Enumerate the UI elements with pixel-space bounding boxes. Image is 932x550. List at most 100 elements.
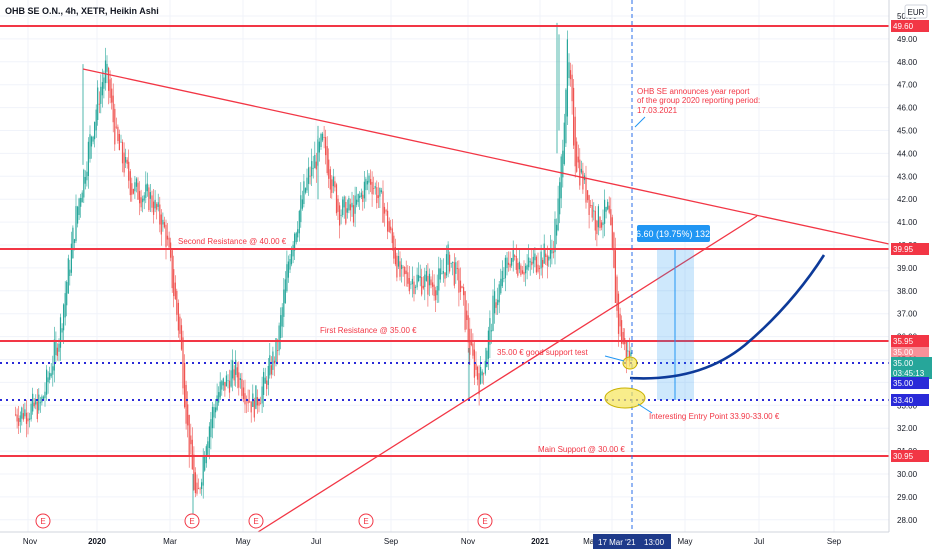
candle-body <box>77 206 79 224</box>
candle-body <box>427 275 429 295</box>
candle-body <box>385 210 387 212</box>
candle-body <box>404 267 406 275</box>
candle-body <box>410 283 412 285</box>
price-axis[interactable] <box>889 0 932 532</box>
earnings-marker[interactable]: E <box>248 513 264 529</box>
candle-body <box>108 67 110 91</box>
candle-body <box>197 488 200 489</box>
candle-body <box>137 182 139 200</box>
entry-point-highlight[interactable] <box>604 387 646 409</box>
candle-body <box>250 401 252 413</box>
svg-text:35.00: 35.00 <box>893 379 914 388</box>
candle-body <box>503 278 505 279</box>
candle-body <box>528 257 530 268</box>
candle-body <box>15 414 17 416</box>
candle-body <box>494 291 496 314</box>
candle-body <box>537 264 539 272</box>
candle-body <box>351 202 353 208</box>
candle-body <box>483 373 485 375</box>
candle-body <box>526 264 528 270</box>
candle-body <box>194 472 196 494</box>
candle-body <box>182 337 184 389</box>
time-label: 2021 <box>531 537 549 546</box>
earnings-marker[interactable]: E <box>184 513 200 529</box>
candle-body <box>419 276 421 278</box>
measure-label: 6.60 (19.75%) 132 <box>636 229 710 239</box>
candle-body <box>602 222 604 226</box>
candle-body <box>411 278 413 285</box>
candle-body <box>442 271 444 274</box>
candle-body <box>232 360 234 379</box>
event-label-line3: 17.03.2021 <box>637 106 678 115</box>
candle-body <box>165 224 167 247</box>
candle-body <box>360 192 362 197</box>
candle-body <box>424 274 426 287</box>
support-test-highlight[interactable] <box>622 356 638 370</box>
candle-body <box>512 248 514 262</box>
event-label-line1: OHB SE announces year report <box>637 87 750 96</box>
projection-curve[interactable] <box>629 254 826 380</box>
candle-body <box>114 108 116 145</box>
candle-body <box>173 269 175 297</box>
candle-body <box>239 378 241 380</box>
candle-body <box>311 161 313 177</box>
candle-body <box>149 192 151 199</box>
candle-body <box>407 272 409 284</box>
horizontal-grid <box>0 15 889 521</box>
candle-body <box>540 251 542 269</box>
candle-body <box>153 201 155 215</box>
currency-box[interactable] <box>904 4 928 19</box>
candle-body <box>283 289 285 317</box>
candle-body <box>67 258 69 294</box>
candle-body <box>160 214 162 235</box>
uptrend-line[interactable] <box>257 215 758 533</box>
candle-body <box>208 426 210 448</box>
grid <box>27 0 835 532</box>
candle-body <box>190 435 192 445</box>
svg-text:33.40: 33.40 <box>893 396 914 405</box>
candle-body <box>359 195 361 198</box>
candle-body <box>532 256 534 264</box>
entry-point-label: Interesting Entry Point 33.90-33.00 € <box>649 412 780 421</box>
candle-body <box>126 159 128 164</box>
candle-body <box>280 315 282 338</box>
candle-body <box>168 237 170 248</box>
candle-body <box>242 387 245 399</box>
candle-body <box>72 227 74 259</box>
candle-body <box>86 171 88 181</box>
candle-body <box>35 399 37 405</box>
candle-body <box>21 407 23 419</box>
candle-body <box>306 177 308 191</box>
candle-body <box>498 284 500 303</box>
candle-body <box>607 201 609 210</box>
candle-body <box>131 183 133 195</box>
candle-body <box>345 202 347 224</box>
candle-body <box>159 204 161 225</box>
candle-body <box>273 360 276 364</box>
candle-body <box>95 109 97 131</box>
candle-body <box>339 205 341 226</box>
candle-body <box>580 168 582 173</box>
candle-body <box>272 351 274 370</box>
downtrend-line[interactable] <box>82 68 890 245</box>
candle-body <box>171 250 173 289</box>
candle-body <box>204 456 206 471</box>
candle-body <box>342 199 344 216</box>
candle-body <box>263 372 265 395</box>
time-label: Sep <box>384 537 399 546</box>
candle-body <box>432 282 434 287</box>
earnings-marker[interactable]: E <box>35 513 51 529</box>
chart-pane[interactable] <box>0 0 889 532</box>
price-badge-support: 30.95 <box>891 450 929 462</box>
earnings-marker[interactable]: E <box>358 513 374 529</box>
support-test-label: 35.00 € good support test <box>497 348 589 357</box>
svg-text:E: E <box>253 517 258 526</box>
candle-body <box>464 291 466 330</box>
candle-body <box>36 401 38 419</box>
candle-body <box>259 403 262 405</box>
candle-body <box>562 150 564 178</box>
candle-body <box>39 402 41 404</box>
candle-body <box>627 350 629 352</box>
earnings-marker[interactable]: E <box>477 513 493 529</box>
